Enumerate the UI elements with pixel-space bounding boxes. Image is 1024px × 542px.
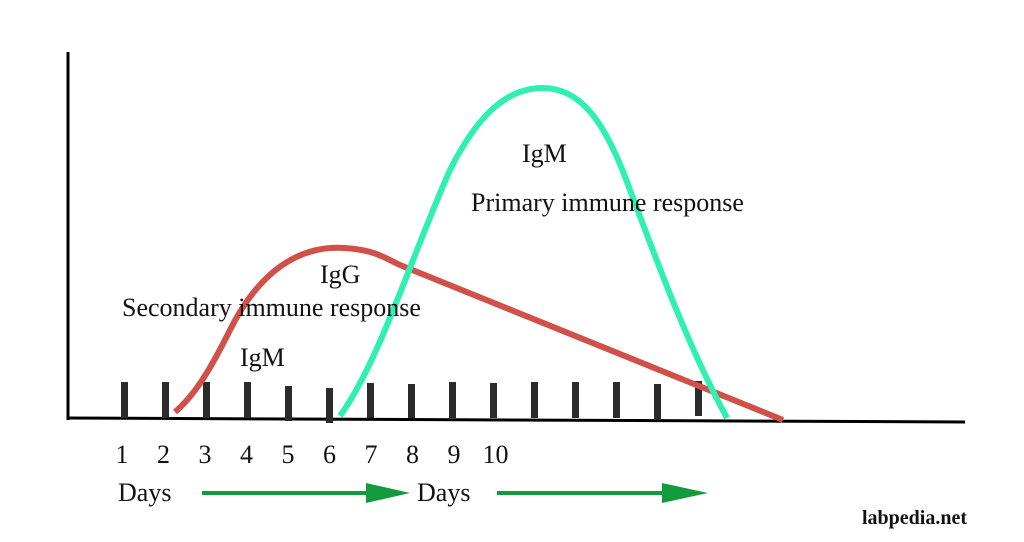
secondary-response-curve bbox=[173, 244, 785, 423]
label-secondary-response: Secondary immune response bbox=[122, 293, 421, 322]
arrow-2 bbox=[497, 483, 708, 503]
day-tick-label: 1 bbox=[116, 440, 129, 469]
arrow-1 bbox=[202, 483, 410, 503]
day-tick-label: 3 bbox=[199, 440, 212, 469]
day-bar bbox=[572, 382, 579, 418]
day-tick-labels: 1 2 3 4 5 6 7 8 9 10 bbox=[116, 440, 509, 469]
day-bar bbox=[203, 382, 210, 418]
watermark: labpedia.net bbox=[862, 507, 967, 529]
day-tick-label: 2 bbox=[157, 440, 170, 469]
primary-response-curve bbox=[337, 84, 730, 420]
day-tick-label: 8 bbox=[406, 440, 419, 469]
day-bar bbox=[244, 382, 251, 418]
day-tick-label: 10 bbox=[483, 440, 509, 469]
day-bar bbox=[367, 383, 374, 418]
day-bar bbox=[531, 382, 538, 418]
day-tick-label: 9 bbox=[448, 440, 461, 469]
days-label-2: Days bbox=[417, 478, 470, 507]
day-bar bbox=[490, 383, 497, 418]
day-tick-label: 6 bbox=[323, 440, 336, 469]
day-bar bbox=[408, 384, 415, 418]
day-bar bbox=[654, 384, 661, 420]
days-label-1: Days bbox=[118, 478, 171, 507]
x-axis bbox=[66, 416, 966, 424]
day-bar bbox=[121, 382, 128, 418]
day-bar bbox=[695, 381, 702, 416]
label-primary-igm: IgM bbox=[522, 139, 567, 168]
day-bars bbox=[121, 381, 702, 423]
day-bar bbox=[613, 382, 620, 418]
label-primary-response: Primary immune response bbox=[471, 188, 744, 217]
day-tick-label: 7 bbox=[365, 440, 378, 469]
day-bar bbox=[326, 388, 333, 423]
day-tick-label: 4 bbox=[240, 440, 253, 469]
label-secondary-igm: IgM bbox=[240, 343, 285, 372]
day-bar bbox=[449, 382, 456, 418]
day-tick-label: 5 bbox=[282, 440, 295, 469]
day-bar bbox=[285, 386, 292, 421]
day-bar bbox=[162, 382, 169, 418]
label-secondary-igg: IgG bbox=[320, 260, 360, 289]
